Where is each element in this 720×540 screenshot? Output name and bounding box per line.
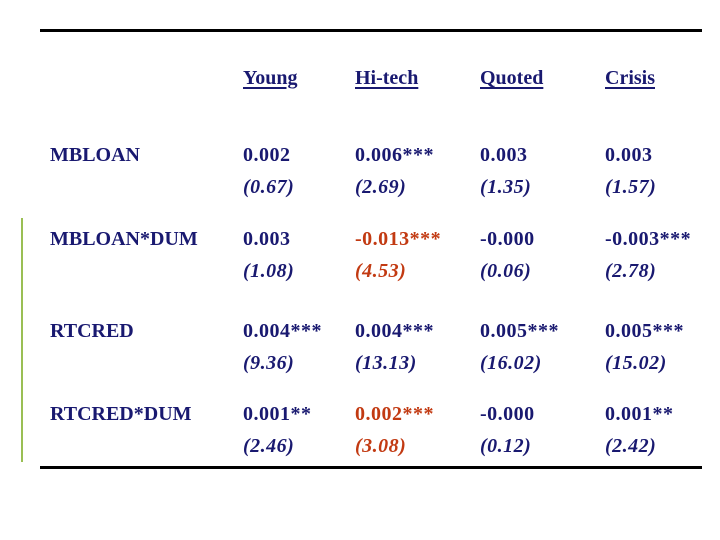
t-statistic: (0.67) [243, 176, 295, 198]
cell: 0.004*** (13.13) [355, 319, 480, 375]
row-label-rtcred-dum: RTCRED*DUM [50, 403, 192, 425]
column-header-hitech: Hi-tech [355, 67, 419, 89]
header-spacer [50, 66, 243, 90]
coefficient-value: 0.001** [243, 403, 312, 425]
cell: -0.003*** (2.78) [605, 227, 720, 283]
t-statistic: (0.06) [480, 260, 532, 282]
coefficient-value: 0.004*** [355, 320, 434, 342]
table-row-rtcred-dum: RTCRED*DUM 0.001** (2.46) 0.002*** (3.08… [50, 402, 720, 458]
table-row-rtcred: RTCRED 0.004*** (9.36) 0.004*** (13.13) … [50, 319, 720, 375]
t-statistic: (2.46) [243, 435, 295, 457]
column-header-crisis: Crisis [605, 67, 655, 89]
column-header-quoted: Quoted [480, 67, 544, 89]
t-statistic: (1.57) [605, 176, 657, 198]
left-accent-line [21, 218, 23, 462]
t-statistic: (2.69) [355, 176, 407, 198]
row-label-mbloan: MBLOAN [50, 144, 140, 166]
t-statistic: (2.78) [605, 260, 657, 282]
cell: 0.004*** (9.36) [243, 319, 355, 375]
cell: -0.000 (0.06) [480, 227, 605, 283]
cell: -0.013*** (4.53) [355, 227, 480, 283]
cell: 0.003 (1.35) [480, 143, 605, 199]
coefficient-value: 0.006*** [355, 144, 434, 166]
row-label-mbloan-dum: MBLOAN*DUM [50, 228, 198, 250]
cell: 0.003 (1.08) [243, 227, 355, 283]
coefficient-value: 0.005*** [480, 320, 559, 342]
t-statistic: (9.36) [243, 352, 295, 374]
cell: 0.002*** (3.08) [355, 402, 480, 458]
coefficient-value: 0.002 [243, 144, 291, 166]
coefficient-value: 0.005*** [605, 320, 684, 342]
coefficient-value: 0.002*** [355, 403, 434, 425]
t-statistic: (16.02) [480, 352, 542, 374]
t-statistic: (1.08) [243, 260, 295, 282]
table-row-mbloan: MBLOAN 0.002 (0.67) 0.006*** (2.69) 0.00… [50, 143, 720, 199]
coefficient-value: 0.003 [243, 228, 291, 250]
cell: 0.006*** (2.69) [355, 143, 480, 199]
t-statistic: (2.42) [605, 435, 657, 457]
coefficient-value: 0.001** [605, 403, 674, 425]
t-statistic: (3.08) [355, 435, 407, 457]
row-label-rtcred: RTCRED [50, 320, 134, 342]
cell: 0.002 (0.67) [243, 143, 355, 199]
coefficient-value: -0.003*** [605, 228, 692, 250]
coefficient-value: 0.004*** [243, 320, 322, 342]
coefficient-value: -0.013*** [355, 228, 442, 250]
cell: 0.001** (2.42) [605, 402, 720, 458]
table-header-row: Young Hi-tech Quoted Crisis [50, 66, 720, 90]
coefficient-value: 0.003 [605, 144, 653, 166]
top-rule [40, 29, 702, 32]
t-statistic: (1.35) [480, 176, 532, 198]
t-statistic: (0.12) [480, 435, 532, 457]
cell: -0.000 (0.12) [480, 402, 605, 458]
cell: 0.001** (2.46) [243, 402, 355, 458]
coefficient-value: -0.000 [480, 403, 535, 425]
cell: 0.005*** (16.02) [480, 319, 605, 375]
bottom-rule [40, 466, 702, 469]
t-statistic: (4.53) [355, 260, 407, 282]
table-row-mbloan-dum: MBLOAN*DUM 0.003 (1.08) -0.013*** (4.53)… [50, 227, 720, 283]
cell: 0.005*** (15.02) [605, 319, 720, 375]
t-statistic: (13.13) [355, 352, 417, 374]
t-statistic: (15.02) [605, 352, 667, 374]
cell: 0.003 (1.57) [605, 143, 720, 199]
coefficient-value: -0.000 [480, 228, 535, 250]
column-header-young: Young [243, 67, 298, 89]
coefficient-value: 0.003 [480, 144, 528, 166]
